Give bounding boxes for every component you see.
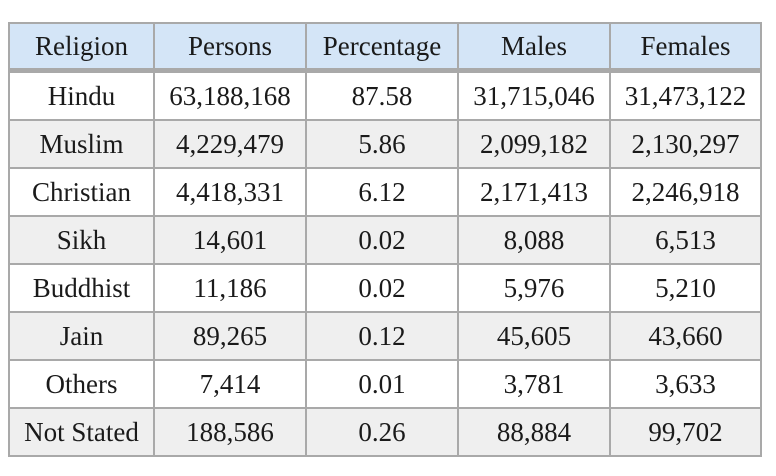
cell-religion: Others	[8, 359, 155, 409]
table-row: Hindu 63,188,168 87.58 31,715,046 31,473…	[8, 69, 762, 121]
cell-persons: 11,186	[153, 263, 307, 313]
cell-persons: 4,229,479	[153, 119, 307, 169]
cell-percentage: 0.01	[305, 359, 459, 409]
cell-religion: Christian	[8, 167, 155, 217]
header-religion: Religion	[8, 22, 155, 73]
table-row: Jain 89,265 0.12 45,605 43,660	[8, 311, 762, 361]
cell-percentage: 5.86	[305, 119, 459, 169]
table-row: Buddhist 11,186 0.02 5,976 5,210	[8, 263, 762, 313]
cell-percentage: 6.12	[305, 167, 459, 217]
cell-females: 31,473,122	[609, 69, 762, 121]
cell-persons: 4,418,331	[153, 167, 307, 217]
cell-persons: 14,601	[153, 215, 307, 265]
table-row: Sikh 14,601 0.02 8,088 6,513	[8, 215, 762, 265]
cell-religion: Not Stated	[8, 407, 155, 457]
header-females: Females	[609, 22, 762, 73]
cell-religion: Buddhist	[8, 263, 155, 313]
table-row: Muslim 4,229,479 5.86 2,099,182 2,130,29…	[8, 119, 762, 169]
cell-percentage: 87.58	[305, 69, 459, 121]
cell-percentage: 0.12	[305, 311, 459, 361]
cell-females: 99,702	[609, 407, 762, 457]
table-row: Others 7,414 0.01 3,781 3,633	[8, 359, 762, 409]
table-row: Not Stated 188,586 0.26 88,884 99,702	[8, 407, 762, 457]
cell-percentage: 0.26	[305, 407, 459, 457]
cell-persons: 7,414	[153, 359, 307, 409]
cell-females: 5,210	[609, 263, 762, 313]
cell-percentage: 0.02	[305, 215, 459, 265]
cell-males: 2,171,413	[457, 167, 611, 217]
cell-persons: 188,586	[153, 407, 307, 457]
header-percentage: Percentage	[305, 22, 459, 73]
cell-religion: Jain	[8, 311, 155, 361]
cell-males: 8,088	[457, 215, 611, 265]
cell-males: 5,976	[457, 263, 611, 313]
cell-persons: 63,188,168	[153, 69, 307, 121]
cell-religion: Muslim	[8, 119, 155, 169]
cell-females: 43,660	[609, 311, 762, 361]
religion-table: Religion Persons Percentage Males Female…	[8, 22, 762, 457]
header-males: Males	[457, 22, 611, 73]
cell-religion: Hindu	[8, 69, 155, 121]
header-persons: Persons	[153, 22, 307, 73]
table-body: Hindu 63,188,168 87.58 31,715,046 31,473…	[8, 69, 762, 457]
cell-persons: 89,265	[153, 311, 307, 361]
cell-males: 45,605	[457, 311, 611, 361]
cell-females: 2,246,918	[609, 167, 762, 217]
cell-males: 3,781	[457, 359, 611, 409]
cell-females: 6,513	[609, 215, 762, 265]
header-row: Religion Persons Percentage Males Female…	[8, 22, 762, 73]
table-row: Christian 4,418,331 6.12 2,171,413 2,246…	[8, 167, 762, 217]
cell-females: 3,633	[609, 359, 762, 409]
cell-religion: Sikh	[8, 215, 155, 265]
cell-males: 31,715,046	[457, 69, 611, 121]
cell-males: 2,099,182	[457, 119, 611, 169]
religion-table-container: Religion Persons Percentage Males Female…	[8, 22, 762, 457]
cell-percentage: 0.02	[305, 263, 459, 313]
table-header: Religion Persons Percentage Males Female…	[8, 22, 762, 73]
cell-females: 2,130,297	[609, 119, 762, 169]
cell-males: 88,884	[457, 407, 611, 457]
